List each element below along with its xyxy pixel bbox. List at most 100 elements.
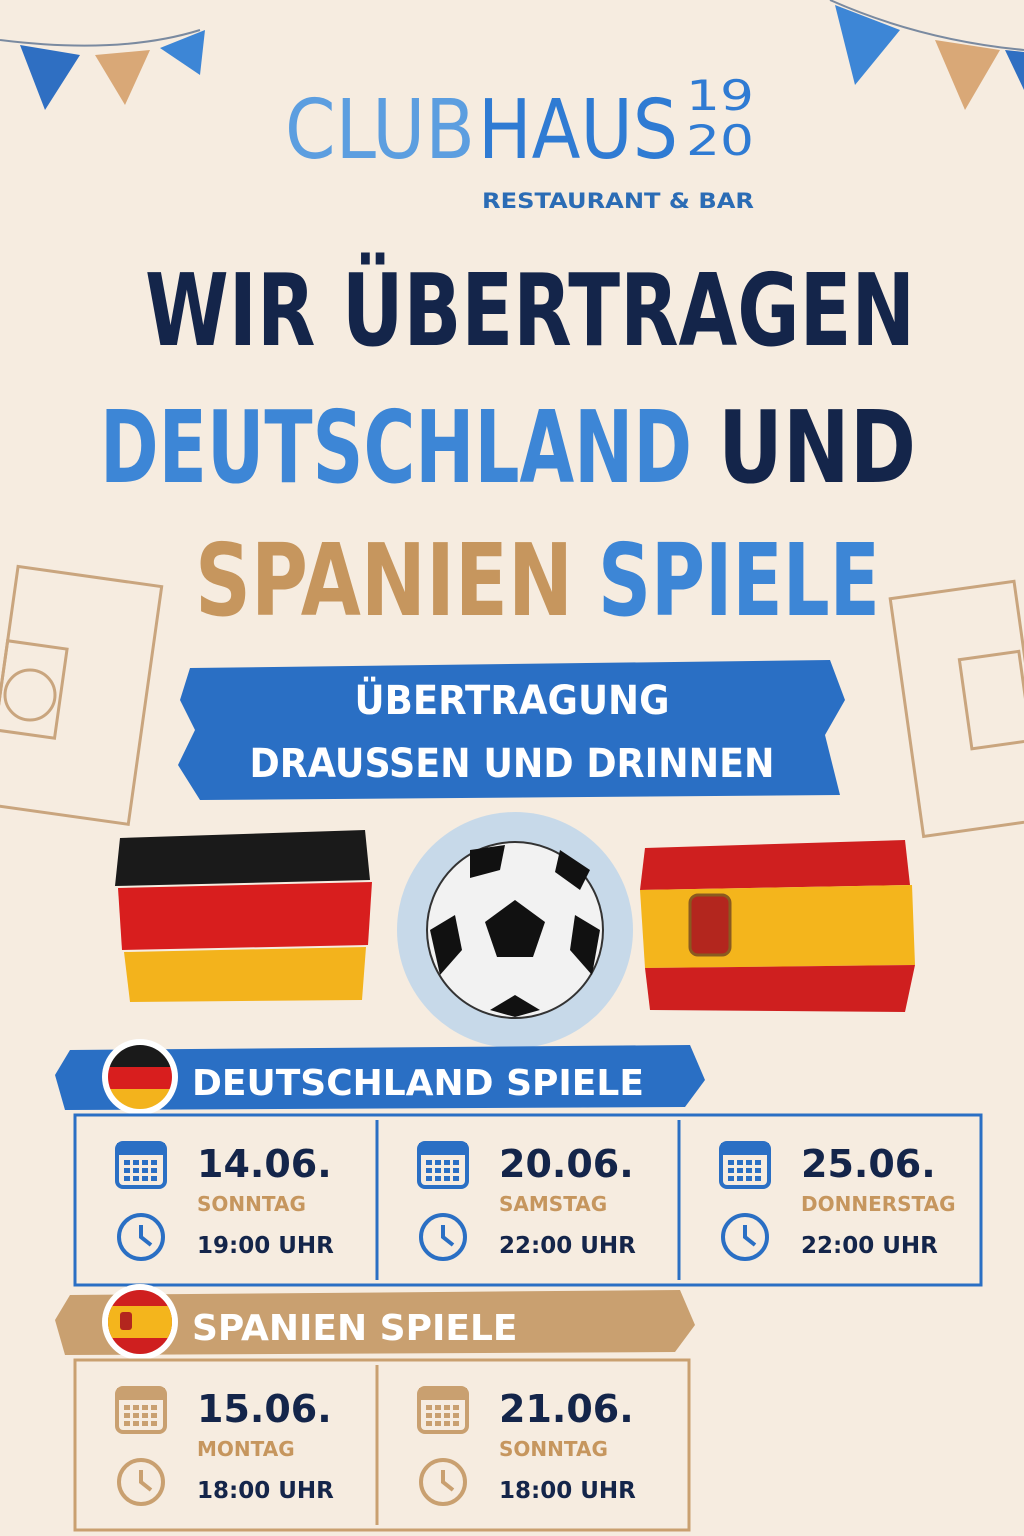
headline: SPIELE bbox=[598, 522, 880, 639]
calendar-icon bbox=[133, 1405, 139, 1410]
calendar-icon bbox=[746, 1176, 752, 1181]
calendar-icon bbox=[435, 1405, 441, 1410]
calendar-icon bbox=[426, 1421, 432, 1426]
match-date: 14.06. bbox=[197, 1142, 332, 1186]
calendar-icon bbox=[444, 1405, 450, 1410]
clock-icon bbox=[721, 1213, 769, 1261]
schedule-box bbox=[73, 1113, 983, 1287]
calendar-icon bbox=[133, 1421, 139, 1426]
calendar-icon bbox=[151, 1168, 157, 1173]
calendar-icon bbox=[746, 1160, 752, 1165]
logo-year: 19 bbox=[686, 71, 754, 120]
calendar-icon bbox=[728, 1160, 734, 1165]
bunting bbox=[0, 0, 1024, 110]
calendar-icon bbox=[142, 1160, 148, 1165]
section-header-brush bbox=[55, 1290, 695, 1355]
calendar-icon bbox=[435, 1160, 441, 1165]
clock-icon bbox=[139, 1470, 153, 1492]
calendar-icon bbox=[124, 1421, 130, 1426]
calendar-icon bbox=[133, 1160, 139, 1165]
match-day: SONNTAG bbox=[499, 1437, 608, 1461]
calendar-icon bbox=[444, 1176, 450, 1181]
calendar-icon bbox=[426, 1160, 432, 1165]
logo-year: 20 bbox=[686, 116, 754, 165]
match-day: SAMSTAG bbox=[499, 1192, 607, 1216]
calendar-icon bbox=[426, 1413, 432, 1418]
calendar-icon bbox=[444, 1413, 450, 1418]
headline: DEUTSCHLAND bbox=[100, 389, 692, 506]
calendar-icon bbox=[419, 1143, 467, 1155]
calendar-icon bbox=[426, 1176, 432, 1181]
match-time: 18:00 UHR bbox=[197, 1478, 334, 1504]
calendar-icon bbox=[728, 1176, 734, 1181]
headline: SPANIEN bbox=[195, 522, 573, 639]
calendar-icon bbox=[142, 1168, 148, 1173]
match-date: 20.06. bbox=[499, 1142, 634, 1186]
calendar-icon bbox=[117, 1388, 165, 1400]
calendar-icon bbox=[453, 1413, 459, 1418]
match-time: 18:00 UHR bbox=[499, 1478, 636, 1504]
logo-club: CLUB bbox=[285, 83, 475, 178]
clock-icon bbox=[139, 1225, 153, 1247]
calendar-icon bbox=[124, 1160, 130, 1165]
headline: WIR ÜBERTRAGEN bbox=[145, 252, 915, 369]
calendar-icon bbox=[142, 1421, 148, 1426]
calendar-icon bbox=[435, 1176, 441, 1181]
banner-brush bbox=[178, 660, 845, 800]
calendar-icon bbox=[453, 1405, 459, 1410]
football bbox=[397, 812, 633, 1048]
flag-stripe bbox=[108, 1067, 172, 1089]
clock-icon bbox=[743, 1225, 757, 1247]
flag-crest bbox=[120, 1312, 132, 1330]
calendar-icon bbox=[142, 1176, 148, 1181]
match-time: 22:00 UHR bbox=[499, 1233, 636, 1259]
calendar-icon bbox=[124, 1176, 130, 1181]
flag-stripe bbox=[108, 1306, 172, 1338]
calendar-icon bbox=[133, 1168, 139, 1173]
clock-icon bbox=[441, 1470, 455, 1492]
calendar-icon bbox=[124, 1405, 130, 1410]
calendar-icon bbox=[117, 1143, 165, 1155]
calendar-icon bbox=[435, 1168, 441, 1173]
spain-flag bbox=[640, 840, 915, 1012]
germany-flag bbox=[115, 830, 372, 1002]
clock-icon bbox=[117, 1213, 165, 1261]
calendar-icon bbox=[426, 1168, 432, 1173]
clock-icon bbox=[419, 1213, 467, 1261]
logo-haus: HAUS bbox=[478, 83, 678, 178]
clock-icon bbox=[441, 1225, 455, 1247]
schedule-box bbox=[73, 1358, 691, 1532]
calendar-icon bbox=[133, 1413, 139, 1418]
calendar-icon bbox=[419, 1388, 467, 1400]
calendar-icon bbox=[124, 1168, 130, 1173]
calendar-icon bbox=[124, 1413, 130, 1418]
match-day: SONNTAG bbox=[197, 1192, 306, 1216]
calendar-icon bbox=[728, 1168, 734, 1173]
calendar-icon bbox=[755, 1176, 761, 1181]
calendar-icon bbox=[737, 1176, 743, 1181]
calendar-icon bbox=[755, 1168, 761, 1173]
match-day: MONTAG bbox=[197, 1437, 295, 1461]
calendar-icon bbox=[721, 1143, 769, 1155]
calendar-icon bbox=[133, 1176, 139, 1181]
calendar-icon bbox=[453, 1160, 459, 1165]
calendar-icon bbox=[142, 1405, 148, 1410]
clock-icon bbox=[117, 1458, 165, 1506]
headline: UND bbox=[718, 389, 916, 506]
calendar-icon bbox=[151, 1176, 157, 1181]
calendar-icon bbox=[435, 1413, 441, 1418]
calendar-icon bbox=[444, 1160, 450, 1165]
section-title: DEUTSCHLAND SPIELE bbox=[192, 1063, 644, 1104]
calendar-icon bbox=[142, 1413, 148, 1418]
match-time: 19:00 UHR bbox=[197, 1233, 334, 1259]
match-time: 22:00 UHR bbox=[801, 1233, 938, 1259]
calendar-icon bbox=[737, 1168, 743, 1173]
banner-text: ÜBERTRAGUNG bbox=[355, 676, 670, 724]
section-header-brush bbox=[55, 1045, 705, 1110]
calendar-icon bbox=[444, 1421, 450, 1426]
calendar-icon bbox=[151, 1405, 157, 1410]
pitch-sketch bbox=[0, 564, 1024, 839]
banner-text: DRAUSSEN UND DRINNEN bbox=[250, 741, 775, 787]
calendar-icon bbox=[737, 1160, 743, 1165]
